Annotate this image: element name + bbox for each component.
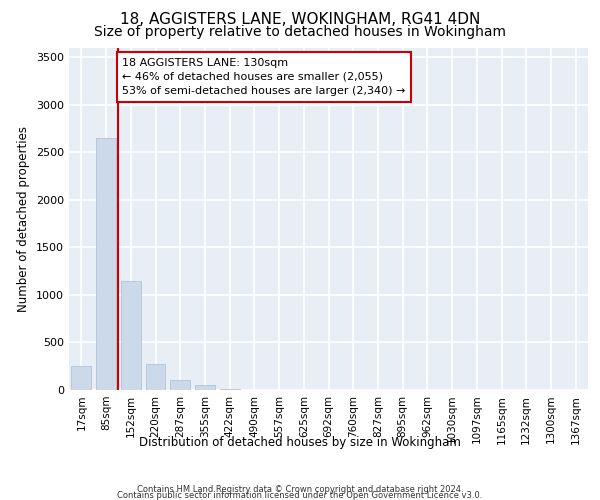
Bar	[121, 280, 140, 390]
Text: Contains HM Land Registry data © Crown copyright and database right 2024.: Contains HM Land Registry data © Crown c…	[137, 484, 463, 494]
Text: Size of property relative to detached houses in Wokingham: Size of property relative to detached ho…	[94, 25, 506, 39]
Bar	[146, 364, 166, 390]
Text: 18, AGGISTERS LANE, WOKINGHAM, RG41 4DN: 18, AGGISTERS LANE, WOKINGHAM, RG41 4DN	[120, 12, 480, 28]
Text: Contains public sector information licensed under the Open Government Licence v3: Contains public sector information licen…	[118, 491, 482, 500]
Bar	[195, 385, 215, 390]
Bar	[220, 389, 239, 390]
Bar	[170, 380, 190, 390]
Bar	[71, 366, 91, 390]
Bar	[96, 138, 116, 390]
Text: Distribution of detached houses by size in Wokingham: Distribution of detached houses by size …	[139, 436, 461, 449]
Y-axis label: Number of detached properties: Number of detached properties	[17, 126, 31, 312]
Text: 18 AGGISTERS LANE: 130sqm
← 46% of detached houses are smaller (2,055)
53% of se: 18 AGGISTERS LANE: 130sqm ← 46% of detac…	[122, 58, 406, 96]
